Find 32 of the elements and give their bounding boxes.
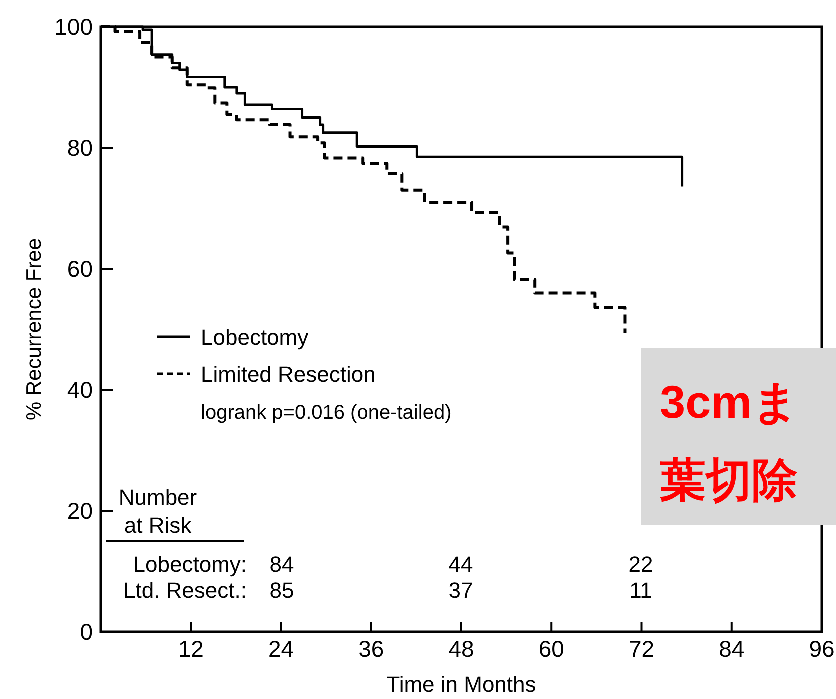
annotation: Ltd. Resect.: — [123, 578, 247, 603]
x-tick-label: 96 — [809, 636, 835, 662]
x-tick-label: 36 — [358, 636, 384, 662]
x-tick-label: 48 — [448, 636, 474, 662]
x-tick-label: 60 — [538, 636, 564, 662]
y-tick-label: 40 — [67, 377, 93, 403]
annotation: Lobectomy: — [133, 552, 247, 577]
note-box: 3cmま 葉切除 — [641, 348, 836, 525]
x-tick-label: 12 — [178, 636, 204, 662]
annotation: 3cmま — [660, 376, 800, 428]
y-axis-title: % Recurrence Free — [23, 238, 46, 421]
annotation: logrank p=0.016 (one-tailed) — [201, 402, 452, 424]
annotation: 37 — [448, 578, 474, 603]
x-tick-label: 24 — [268, 636, 294, 662]
x-tick-label: 84 — [719, 636, 745, 662]
annotation: 葉切除 — [660, 454, 798, 506]
x-tick-label: 72 — [628, 636, 655, 662]
annotation: 22 — [628, 552, 654, 577]
y-tick-label: 80 — [67, 135, 93, 161]
y-tick-label: 60 — [67, 256, 93, 282]
annotation: 84 — [270, 552, 294, 577]
y-tick-label: 100 — [54, 14, 93, 40]
legend-label: Lobectomy — [201, 325, 309, 350]
annotation: at Risk — [124, 513, 193, 538]
annotation: Number — [118, 485, 198, 510]
legend-label: Limited Resection — [201, 362, 376, 387]
annotation: 11 — [630, 578, 652, 603]
y-tick-label: 0 — [80, 619, 93, 645]
y-tick-label: 20 — [67, 498, 93, 524]
annotation: 44 — [448, 552, 474, 577]
x-axis-title: Time in Months — [386, 672, 536, 697]
annotation: 85 — [270, 578, 294, 603]
